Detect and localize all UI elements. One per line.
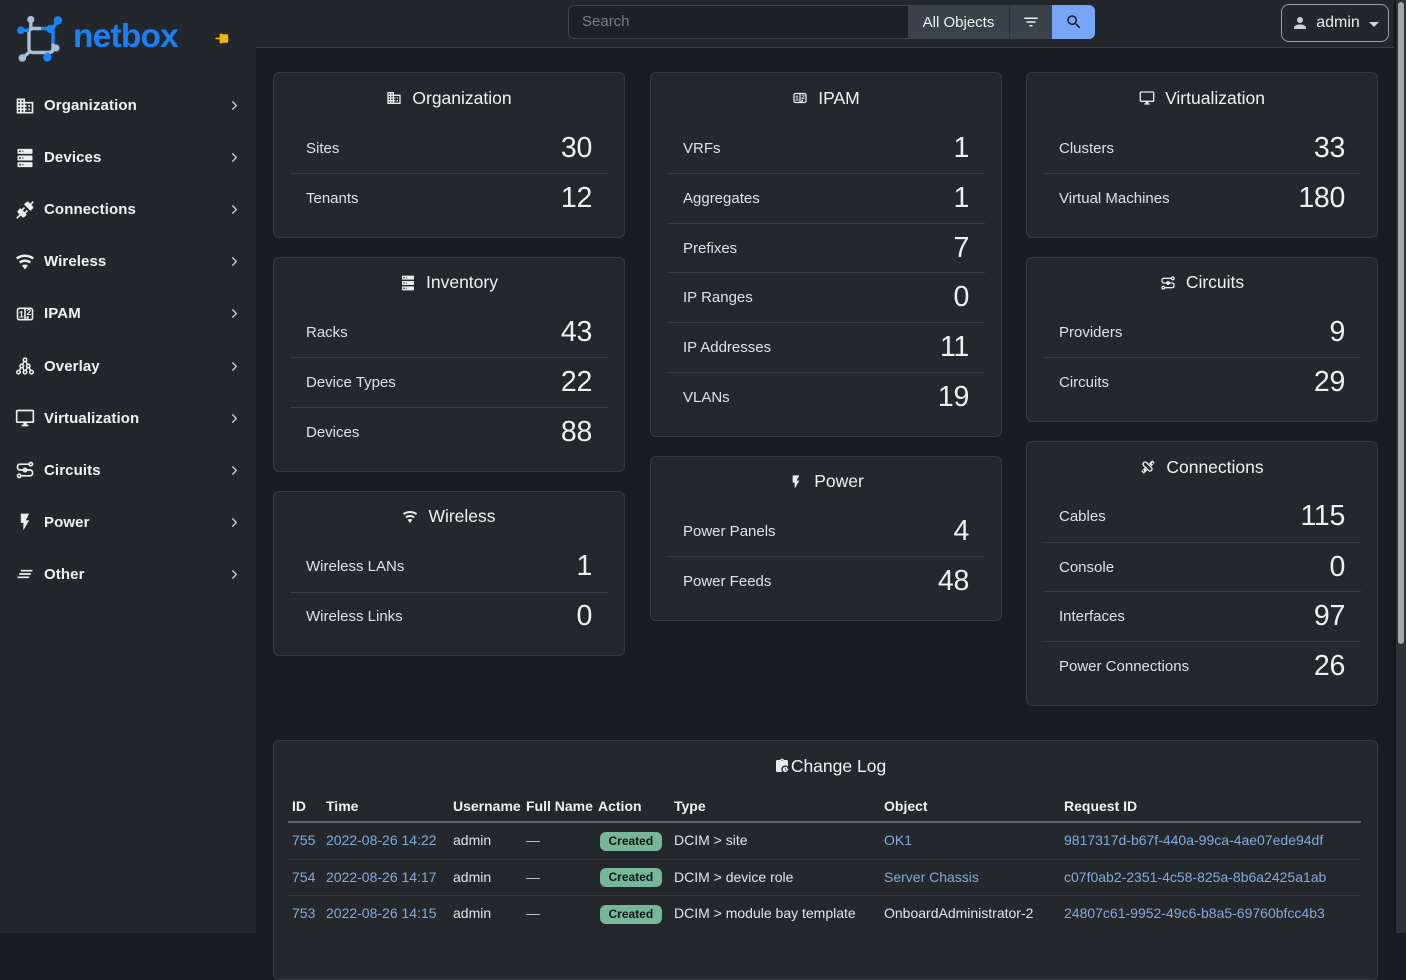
- svg-text:2: 2: [27, 307, 32, 317]
- svg-text:1: 1: [19, 309, 24, 319]
- svg-text:netbox: netbox: [73, 18, 179, 55]
- svg-text:2: 2: [801, 94, 805, 101]
- svg-text:1: 1: [795, 96, 799, 103]
